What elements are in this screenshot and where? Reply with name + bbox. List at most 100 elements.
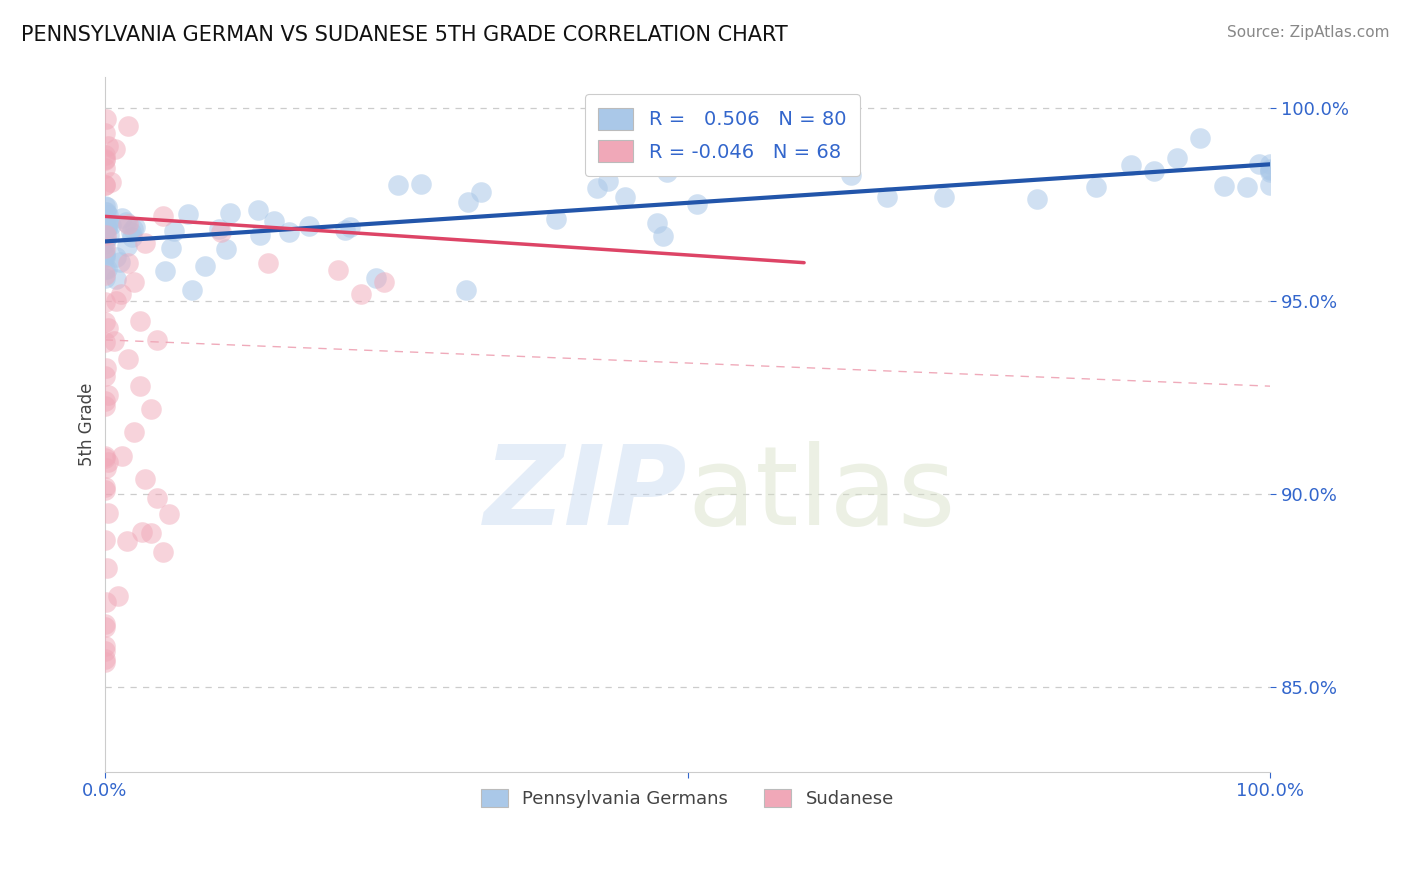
Point xyxy=(93,153,115,168)
Point xyxy=(100,175,122,189)
Point xyxy=(215,242,238,256)
Point xyxy=(134,236,156,251)
Point xyxy=(249,228,271,243)
Point xyxy=(208,221,231,235)
Point xyxy=(387,178,409,192)
Point xyxy=(105,272,128,286)
Point xyxy=(1247,157,1270,171)
Point xyxy=(94,449,117,463)
Point xyxy=(97,138,120,153)
Point xyxy=(94,533,117,547)
Point xyxy=(94,315,117,329)
Point xyxy=(111,211,134,226)
Point xyxy=(111,449,134,463)
Point xyxy=(93,334,115,349)
Point xyxy=(100,219,122,233)
Point xyxy=(124,219,146,234)
Point xyxy=(194,259,217,273)
Point xyxy=(107,589,129,603)
Point xyxy=(93,126,115,140)
Point xyxy=(94,271,117,285)
Point xyxy=(298,219,321,233)
Point xyxy=(454,283,477,297)
Point xyxy=(93,161,115,176)
Point xyxy=(153,264,176,278)
Point xyxy=(131,525,153,540)
Point xyxy=(93,617,115,632)
Point xyxy=(876,190,898,204)
Point xyxy=(104,250,127,264)
Point xyxy=(94,231,117,245)
Point xyxy=(339,219,361,234)
Point xyxy=(209,225,232,239)
Point xyxy=(157,507,180,521)
Point xyxy=(1260,161,1282,176)
Point xyxy=(94,204,117,219)
Point xyxy=(1026,192,1049,206)
Point xyxy=(1166,151,1188,165)
Point xyxy=(1212,179,1234,194)
Point xyxy=(93,644,115,658)
Point xyxy=(686,197,709,211)
Point xyxy=(152,210,174,224)
Point xyxy=(122,425,145,440)
Point xyxy=(585,181,607,195)
Point xyxy=(96,262,118,277)
Point xyxy=(152,545,174,559)
Y-axis label: 5th Grade: 5th Grade xyxy=(79,383,96,467)
Point xyxy=(373,275,395,289)
Point xyxy=(97,455,120,469)
Point xyxy=(278,225,301,239)
Point xyxy=(117,255,139,269)
Point xyxy=(121,230,143,244)
Point xyxy=(93,219,115,234)
Point xyxy=(128,313,150,327)
Point xyxy=(94,480,117,494)
Point xyxy=(94,221,117,235)
Point xyxy=(146,333,169,347)
Point xyxy=(470,185,492,199)
Point xyxy=(117,352,139,367)
Point xyxy=(1119,158,1142,172)
Point xyxy=(122,221,145,235)
Point xyxy=(93,148,115,162)
Text: Source: ZipAtlas.com: Source: ZipAtlas.com xyxy=(1226,25,1389,40)
Point xyxy=(839,168,862,182)
Point xyxy=(93,216,115,230)
Point xyxy=(103,334,125,348)
Point xyxy=(94,152,117,166)
Point xyxy=(93,394,115,409)
Point xyxy=(97,228,120,243)
Point xyxy=(94,241,117,255)
Point xyxy=(1236,179,1258,194)
Point xyxy=(96,221,118,235)
Point xyxy=(932,190,955,204)
Point xyxy=(94,368,117,383)
Point xyxy=(219,205,242,219)
Point xyxy=(94,112,117,126)
Point xyxy=(1143,164,1166,178)
Point xyxy=(246,202,269,217)
Point xyxy=(94,248,117,262)
Point xyxy=(94,262,117,277)
Point xyxy=(645,216,668,230)
Point xyxy=(614,190,637,204)
Point xyxy=(93,204,115,219)
Point xyxy=(141,402,163,417)
Point xyxy=(117,217,139,231)
Point xyxy=(128,379,150,393)
Point xyxy=(93,199,115,213)
Point xyxy=(1260,178,1282,192)
Point xyxy=(96,200,118,214)
Point xyxy=(141,525,163,540)
Point xyxy=(162,224,184,238)
Point xyxy=(105,294,128,309)
Point xyxy=(97,387,120,401)
Point xyxy=(93,250,115,264)
Point xyxy=(97,321,120,335)
Point xyxy=(94,235,117,249)
Point xyxy=(364,271,387,285)
Point xyxy=(115,239,138,253)
Point xyxy=(96,221,118,235)
Point xyxy=(94,245,117,260)
